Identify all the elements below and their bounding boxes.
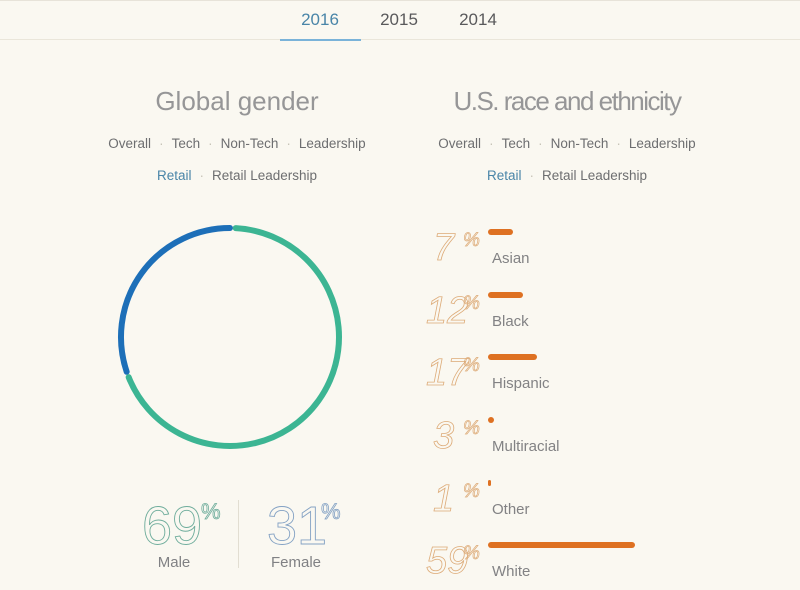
svg-text:3: 3: [433, 415, 454, 457]
svg-text:%: %: [463, 355, 480, 376]
svg-text:%: %: [463, 230, 480, 251]
svg-text:12: 12: [426, 290, 468, 332]
svg-text:%: %: [463, 481, 480, 502]
svg-text:%: %: [463, 543, 480, 564]
svg-text:%: %: [463, 418, 480, 439]
svg-text:%: %: [463, 293, 480, 314]
svg-text:59: 59: [426, 540, 468, 582]
svg-text:7: 7: [433, 227, 456, 269]
svg-text:1: 1: [433, 478, 454, 520]
